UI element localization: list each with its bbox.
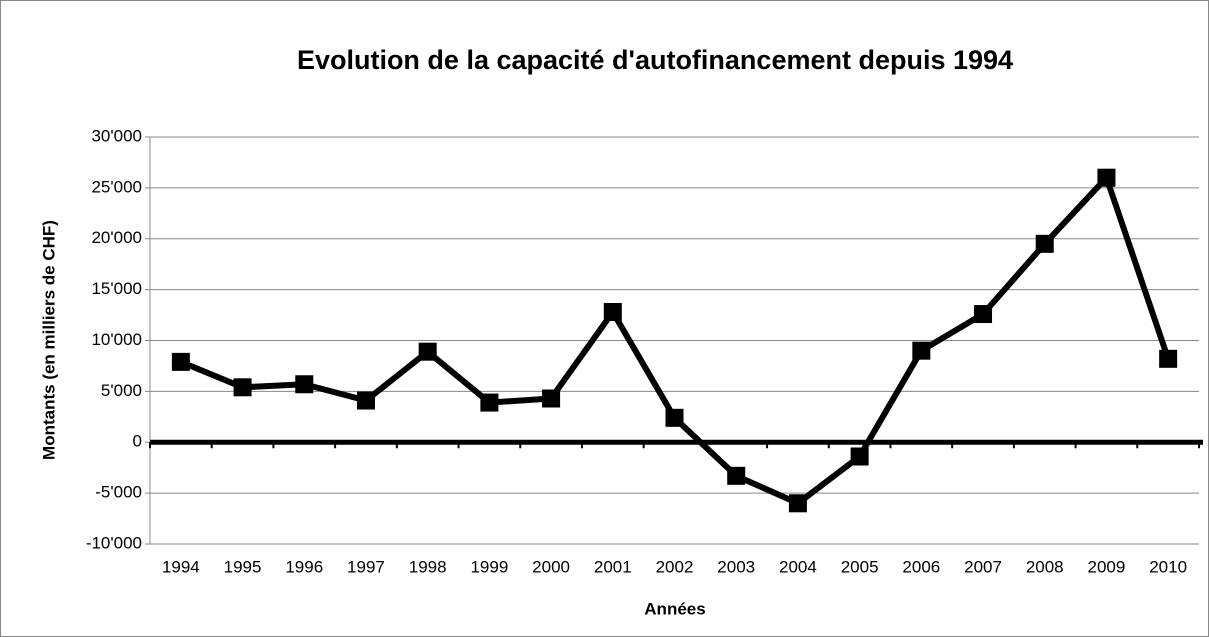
x-tick-label: 2005 bbox=[841, 557, 879, 576]
data-point bbox=[603, 303, 622, 322]
data-point bbox=[542, 389, 561, 408]
x-tick-label: 1996 bbox=[285, 557, 323, 576]
y-tick-label: -5'000 bbox=[95, 483, 142, 502]
y-tick-label: 25'000 bbox=[91, 177, 142, 196]
y-tick-label: 30'000 bbox=[91, 126, 142, 145]
x-tick-label: 2003 bbox=[717, 557, 755, 576]
data-point bbox=[974, 305, 993, 324]
x-tick-label: 1994 bbox=[162, 557, 200, 576]
data-point bbox=[1159, 349, 1178, 368]
x-tick-label: 2007 bbox=[964, 557, 1002, 576]
data-point bbox=[788, 494, 807, 513]
y-tick-label: 5'000 bbox=[101, 381, 142, 400]
x-tick-label: 2009 bbox=[1088, 557, 1126, 576]
data-point bbox=[356, 391, 375, 410]
x-tick-label: 1998 bbox=[409, 557, 447, 576]
x-tick-label: 2000 bbox=[532, 557, 570, 576]
y-axis-title: Montants (en milliers de CHF) bbox=[39, 220, 58, 460]
data-point bbox=[727, 466, 746, 485]
data-point bbox=[295, 375, 314, 394]
x-tick-label: 2004 bbox=[779, 557, 817, 576]
x-tick-label: 2006 bbox=[902, 557, 940, 576]
data-point bbox=[1097, 168, 1116, 187]
y-tick-label: 10'000 bbox=[91, 330, 142, 349]
x-tick-label: 1995 bbox=[224, 557, 262, 576]
x-tick-label: 1997 bbox=[347, 557, 385, 576]
y-tick-label: 0 bbox=[133, 432, 142, 451]
x-tick-label: 2010 bbox=[1149, 557, 1187, 576]
x-tick-label: 2001 bbox=[594, 557, 632, 576]
x-tick-label: 2008 bbox=[1026, 557, 1064, 576]
y-tick-label: 15'000 bbox=[91, 279, 142, 298]
y-tick-label: 20'000 bbox=[91, 228, 142, 247]
x-axis-title: Années bbox=[644, 599, 705, 618]
data-point bbox=[171, 352, 190, 371]
data-point bbox=[418, 342, 437, 361]
data-point bbox=[665, 408, 684, 427]
data-point bbox=[850, 447, 869, 466]
y-tick-label: -10'000 bbox=[86, 533, 142, 552]
data-point bbox=[480, 393, 499, 412]
chart-title: Evolution de la capacité d'autofinanceme… bbox=[297, 45, 1013, 75]
data-point bbox=[912, 341, 931, 360]
x-tick-label: 1999 bbox=[470, 557, 508, 576]
data-point bbox=[233, 378, 252, 397]
data-point bbox=[1035, 234, 1054, 253]
x-tick-label: 2002 bbox=[656, 557, 694, 576]
